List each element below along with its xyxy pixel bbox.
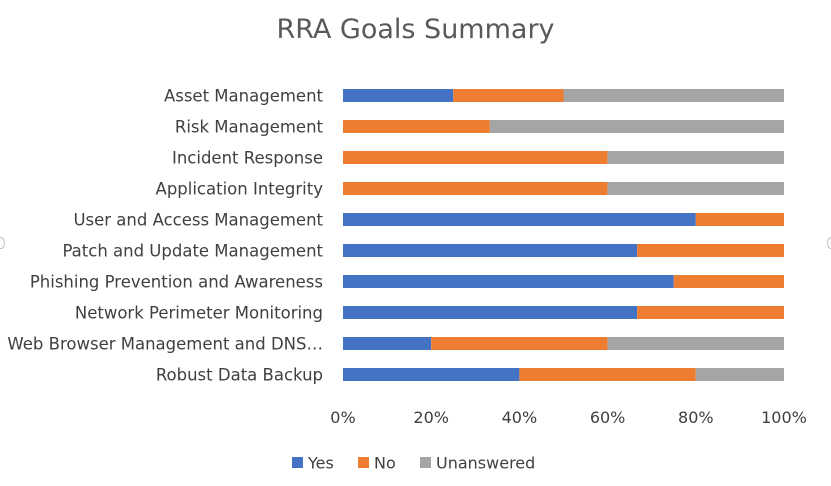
x-tick-label: 40%	[502, 408, 538, 427]
bar-segment-yes	[343, 306, 638, 319]
resize-handle-left[interactable]	[0, 237, 5, 249]
category-label: Risk Management	[175, 118, 324, 137]
category-label: Network Perimeter Monitoring	[75, 304, 323, 323]
bar-segment-yes	[343, 244, 638, 257]
resize-handle-right[interactable]	[827, 237, 831, 249]
category-label: Robust Data Backup	[156, 366, 323, 385]
x-tick-label: 0%	[330, 408, 355, 427]
category-label: Web Browser Management and DNS…	[7, 335, 323, 354]
bar-segment-no	[637, 306, 784, 319]
bar-segment-no	[637, 244, 784, 257]
bar-segment-yes	[343, 89, 454, 102]
category-label: Incident Response	[172, 149, 323, 168]
bar-segment-unanswered	[563, 89, 784, 102]
x-tick-label: 60%	[590, 408, 626, 427]
bar-segment-no	[431, 337, 608, 350]
legend-label: No	[374, 454, 396, 473]
bar-segment-no	[343, 151, 608, 164]
bar-segment-yes	[343, 213, 696, 226]
legend-swatch	[292, 457, 303, 468]
bar-segment-no	[343, 120, 490, 133]
category-label: Application Integrity	[156, 180, 324, 199]
legend-swatch	[420, 457, 431, 468]
x-tick-label: 20%	[413, 408, 449, 427]
category-label: User and Access Management	[73, 211, 323, 230]
bar-segment-no	[519, 368, 696, 381]
bar-segment-no	[453, 89, 564, 102]
category-label: Asset Management	[164, 87, 324, 106]
bar-segment-unanswered	[607, 337, 784, 350]
x-tick-label: 100%	[761, 408, 807, 427]
bar-segment-yes	[343, 275, 674, 288]
x-tick-label: 80%	[678, 408, 714, 427]
bar-segment-unanswered	[489, 120, 784, 133]
bar-segment-unanswered	[607, 182, 784, 195]
bar-segment-unanswered	[607, 151, 784, 164]
chart-title: RRA Goals Summary	[276, 14, 555, 45]
bar-segment-yes	[343, 368, 520, 381]
bar-segment-yes	[343, 337, 432, 350]
category-label: Patch and Update Management	[62, 242, 323, 261]
bar-segment-no	[673, 275, 784, 288]
category-label: Phishing Prevention and Awareness	[30, 273, 323, 292]
bar-segment-no	[695, 213, 784, 226]
bar-segment-no	[343, 182, 608, 195]
legend-label: Yes	[307, 454, 334, 473]
legend-label: Unanswered	[436, 454, 535, 473]
legend-swatch	[358, 457, 369, 468]
bar-segment-unanswered	[695, 368, 784, 381]
